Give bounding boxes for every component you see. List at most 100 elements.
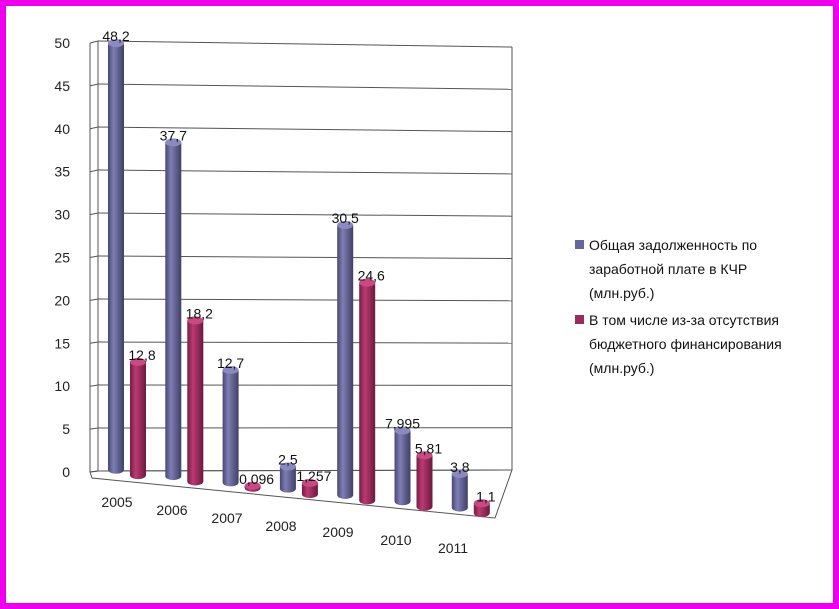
bar-body bbox=[451, 473, 468, 512]
y-tick-label: 35 bbox=[54, 164, 70, 180]
bar-cap bbox=[244, 481, 261, 490]
bar-body bbox=[187, 320, 204, 486]
legend-label: бюджетного финансирования bbox=[589, 336, 782, 352]
bar bbox=[279, 462, 296, 493]
y-tick-label: 20 bbox=[54, 292, 70, 308]
bar bbox=[337, 221, 354, 499]
bar-cap bbox=[165, 138, 182, 147]
bar-body bbox=[130, 361, 146, 480]
gridline bbox=[97, 212, 513, 217]
bar-body bbox=[301, 482, 318, 499]
legend-swatch bbox=[575, 315, 584, 324]
bar-body bbox=[394, 430, 411, 506]
legend-label: заработной плате в КЧР bbox=[589, 261, 747, 277]
side-gridline bbox=[89, 384, 99, 387]
data-label: 1,257 bbox=[296, 468, 331, 484]
data-label: 2,5 bbox=[278, 452, 298, 468]
bar-cap bbox=[451, 469, 468, 478]
bar-cap bbox=[222, 365, 239, 374]
bar bbox=[165, 138, 182, 481]
data-label: 30,5 bbox=[332, 210, 359, 226]
bar-cap bbox=[279, 462, 296, 471]
bar-body bbox=[222, 369, 239, 487]
legend-label: (млн.руб.) bbox=[589, 285, 654, 301]
legend-label: (млн.руб.) bbox=[589, 360, 654, 376]
side-gridline bbox=[89, 341, 99, 344]
bar-cap bbox=[130, 357, 146, 366]
x-tick-label: 2006 bbox=[156, 502, 187, 518]
y-tick-label: 0 bbox=[62, 464, 70, 480]
axis-layer: 0 5 10 15 20 25 30 35 40 45 50 2005 2006 2007 2008 2009… bbox=[54, 35, 513, 556]
gridline bbox=[97, 126, 513, 133]
gridline bbox=[97, 169, 513, 175]
data-label: 5,81 bbox=[415, 440, 442, 456]
side-gridline bbox=[89, 298, 99, 301]
side-gridline bbox=[89, 255, 99, 258]
y-tick-label: 40 bbox=[54, 121, 70, 137]
bar bbox=[130, 357, 146, 480]
gridline bbox=[97, 298, 513, 302]
y-tick-label: 25 bbox=[54, 250, 70, 266]
bar-cap bbox=[473, 499, 490, 508]
x-tick-label: 2011 bbox=[438, 540, 468, 556]
legend-label: Общая задолженность по bbox=[589, 237, 757, 253]
y-tick-label: 30 bbox=[54, 207, 70, 223]
bar-body bbox=[359, 282, 376, 505]
gridline bbox=[97, 255, 513, 259]
bar bbox=[187, 316, 204, 486]
side-gridline bbox=[89, 169, 99, 173]
gridline bbox=[97, 341, 513, 344]
grid-layer bbox=[89, 40, 513, 473]
data-label: 3,8 bbox=[450, 459, 470, 475]
data-label: 7,995 bbox=[385, 416, 420, 432]
bar-cap bbox=[337, 221, 354, 230]
bar bbox=[222, 365, 239, 487]
y-tick-label: 10 bbox=[54, 378, 70, 394]
legend-label: В том числе из-за отсутствия bbox=[589, 312, 779, 328]
data-label: 12,8 bbox=[128, 347, 155, 363]
data-label: 24,6 bbox=[358, 268, 385, 284]
legend-swatch bbox=[575, 240, 584, 249]
x-tick-label: 2005 bbox=[101, 494, 132, 510]
gridline bbox=[97, 83, 513, 90]
bar-cap bbox=[416, 451, 433, 460]
bars-layer bbox=[108, 39, 490, 517]
bar bbox=[451, 469, 468, 512]
bar bbox=[394, 426, 411, 506]
bar-body bbox=[337, 225, 354, 499]
x-tick-label: 2009 bbox=[322, 524, 353, 540]
x-tick-label: 2010 bbox=[380, 532, 411, 548]
floor-outline bbox=[89, 469, 513, 519]
bar-cap bbox=[108, 39, 124, 48]
side-gridline bbox=[89, 212, 99, 216]
data-label: 1,1 bbox=[476, 488, 496, 504]
bar-cap bbox=[187, 316, 204, 325]
y-tick-label: 15 bbox=[54, 335, 70, 351]
data-label: 0,096 bbox=[239, 471, 274, 487]
data-label: 18,2 bbox=[186, 305, 213, 321]
bar-body bbox=[108, 43, 124, 474]
side-gridline bbox=[89, 427, 99, 430]
bar bbox=[359, 278, 376, 505]
x-tick-label: 2008 bbox=[265, 518, 296, 534]
bar-body bbox=[416, 455, 433, 511]
bar-body bbox=[279, 466, 296, 493]
data-label: 12,7 bbox=[217, 355, 244, 371]
y-tick-label: 50 bbox=[54, 35, 70, 51]
y-tick-label: 45 bbox=[54, 78, 70, 94]
data-label: 37,7 bbox=[160, 127, 187, 143]
bar bbox=[473, 499, 490, 517]
gridline bbox=[97, 40, 513, 48]
data-labels-layer: 48,2 37,7 12,7 2,5 30,5 7,995 3,8 12,8 18,2 0,096… bbox=[102, 28, 495, 504]
side-gridline bbox=[89, 40, 99, 44]
bar bbox=[244, 481, 261, 492]
side-gridline bbox=[89, 126, 99, 130]
side-gridline bbox=[89, 83, 99, 87]
bar-cap bbox=[359, 278, 376, 287]
bar-cap bbox=[394, 426, 411, 435]
bar bbox=[416, 451, 433, 511]
x-tick-label: 2007 bbox=[211, 510, 242, 526]
bar bbox=[108, 39, 124, 474]
bar bbox=[301, 478, 318, 499]
data-label: 48,2 bbox=[102, 28, 129, 44]
